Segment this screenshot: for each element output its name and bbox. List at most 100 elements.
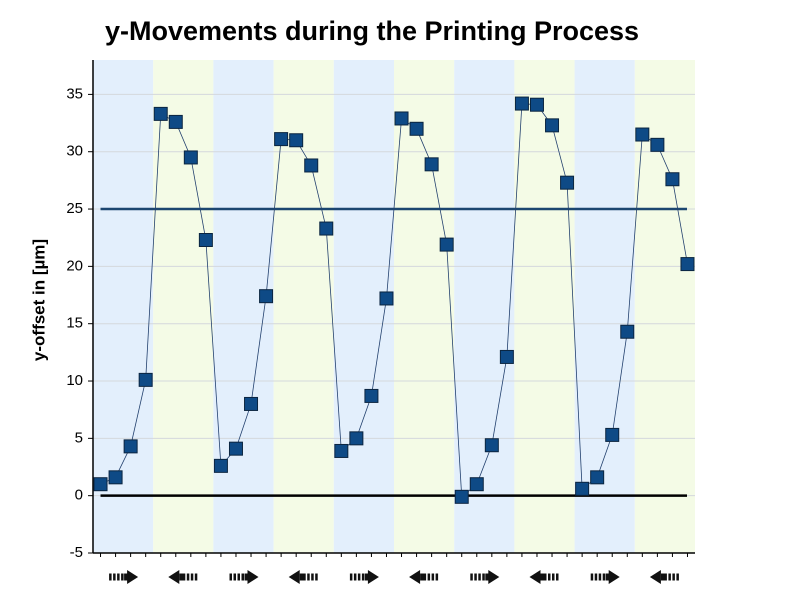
arrow-dash	[664, 573, 667, 581]
arrow-shaft	[299, 573, 304, 581]
direction-arrow	[349, 570, 379, 584]
data-point	[259, 289, 274, 304]
arrow-head	[649, 570, 661, 584]
direction-arrow	[229, 570, 259, 584]
arrow-dash	[590, 573, 594, 581]
y-tick-label: 20	[66, 257, 83, 274]
arrow-shaft	[364, 573, 369, 581]
arrow-dash	[349, 573, 353, 581]
data-point	[304, 158, 319, 173]
arrow-dash	[353, 573, 357, 581]
data-point	[439, 237, 454, 252]
arrow-dash	[482, 573, 485, 581]
y-tick-label: 25	[66, 200, 83, 217]
arrow-dash	[548, 573, 551, 581]
arrow-dash	[237, 573, 240, 581]
direction-arrow	[409, 570, 439, 584]
y-axis-label: y-offset in [µm]	[29, 239, 48, 361]
direction-arrow	[590, 570, 620, 584]
pass-band	[514, 60, 575, 553]
pass-band	[93, 60, 154, 553]
direction-arrow	[109, 570, 139, 584]
y-tick-label: 10	[66, 372, 83, 389]
arrow-dash	[315, 573, 318, 581]
data-point	[424, 157, 439, 172]
data-point	[108, 470, 123, 485]
arrow-dash	[229, 573, 232, 581]
arrow-dash	[676, 573, 679, 581]
data-point	[605, 427, 620, 442]
arrow-shaft	[485, 573, 490, 581]
arrow-dash	[109, 573, 112, 581]
arrow-dash	[435, 573, 439, 581]
arrow-shaft	[540, 573, 545, 581]
data-point	[93, 477, 108, 492]
data-line	[100, 103, 688, 498]
pass-band	[333, 60, 394, 553]
direction-arrow	[288, 570, 318, 584]
direction-arrow	[529, 570, 559, 584]
data-point	[364, 388, 379, 403]
data-point	[680, 257, 695, 272]
arrow-dash	[311, 573, 314, 581]
arrow-dash	[423, 573, 427, 581]
arrow-shaft	[605, 573, 610, 581]
arrow-head	[367, 570, 379, 584]
arrow-dash	[186, 573, 190, 581]
arrow-dash	[602, 573, 606, 581]
data-point	[620, 324, 635, 339]
arrow-dash	[552, 573, 555, 581]
data-point	[665, 172, 680, 187]
arrow-shaft	[660, 573, 665, 581]
arrow-dash	[357, 573, 361, 581]
arrow-dash	[556, 573, 559, 581]
arrow-head	[247, 570, 259, 584]
arrow-dash	[233, 573, 236, 581]
pass-band	[153, 60, 214, 553]
arrow-shaft	[179, 573, 184, 581]
data-point	[635, 127, 650, 142]
data-point	[274, 132, 289, 147]
arrow-dash	[594, 573, 598, 581]
y-tick-label: 0	[75, 487, 83, 504]
data-point	[228, 441, 243, 456]
direction-arrow	[649, 570, 679, 584]
data-point	[213, 458, 228, 473]
arrow-dash	[121, 573, 124, 581]
arrow-dash	[672, 573, 675, 581]
arrow-head	[127, 570, 139, 584]
arrow-dash	[182, 573, 186, 581]
arrow-shaft	[124, 573, 129, 581]
pass-band	[394, 60, 455, 553]
data-point	[514, 96, 529, 111]
data-point	[138, 372, 153, 387]
pass-band	[634, 60, 695, 553]
arrow-dash	[668, 573, 671, 581]
arrow-head	[529, 570, 541, 584]
data-point	[590, 470, 605, 485]
arrow-head	[168, 570, 180, 584]
y-tick-label: 5	[75, 429, 83, 446]
arrow-dash	[303, 573, 306, 581]
direction-arrow	[470, 570, 500, 584]
data-point	[409, 121, 424, 136]
y-tick-label: 15	[66, 315, 83, 332]
data-point	[454, 489, 469, 504]
direction-arrow	[168, 570, 198, 584]
data-point	[289, 133, 304, 148]
arrow-dash	[470, 573, 473, 581]
arrow-shaft	[420, 573, 425, 581]
data-point	[499, 349, 514, 364]
arrow-dash	[117, 573, 120, 581]
arrow-dash	[194, 573, 198, 581]
data-point	[183, 150, 198, 165]
arrow-shaft	[244, 573, 249, 581]
data-point	[484, 438, 499, 453]
data-point	[198, 233, 213, 248]
arrow-dash	[307, 573, 310, 581]
data-point	[334, 443, 349, 458]
data-point	[394, 111, 409, 126]
data-point	[650, 137, 665, 152]
data-point	[560, 175, 575, 190]
